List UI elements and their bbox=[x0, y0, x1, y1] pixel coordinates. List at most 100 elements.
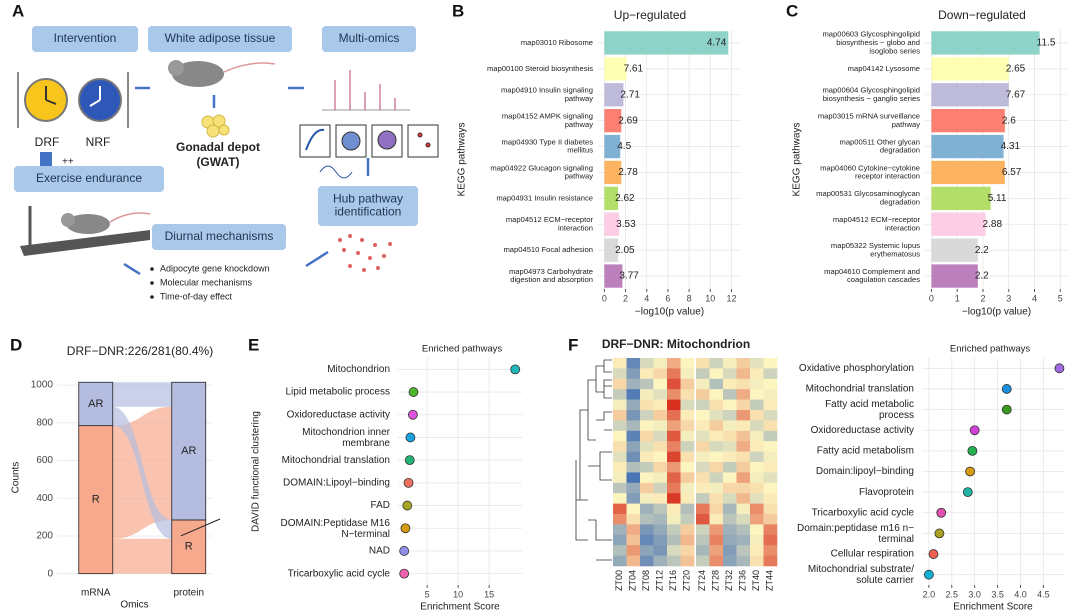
x-tick-label: 1 bbox=[955, 293, 960, 303]
heat-cell bbox=[640, 534, 654, 546]
heat-cell bbox=[680, 430, 695, 442]
box-label: White adipose tissue bbox=[165, 31, 276, 45]
text-line: biosynthesis − globo and bbox=[836, 38, 920, 47]
heat-cell bbox=[723, 430, 737, 442]
column-label: ZT08 bbox=[641, 570, 651, 591]
heat-cell bbox=[640, 493, 654, 504]
bar-number: 2.62 bbox=[615, 193, 635, 204]
heat-cell bbox=[667, 545, 681, 556]
box-label: Multi-omics bbox=[339, 31, 400, 45]
text-line: map04610 Complement and bbox=[824, 267, 920, 276]
heat-cell bbox=[626, 368, 641, 380]
heat-cell bbox=[613, 420, 627, 432]
heat-cell bbox=[736, 389, 751, 400]
panel-a-diagram: Intervention White adipose tissue Multi-… bbox=[14, 26, 439, 301]
heat-cell bbox=[667, 399, 681, 411]
chart-title: Up−regulated bbox=[614, 8, 686, 22]
heat-cell bbox=[736, 430, 751, 442]
text-line: membrane bbox=[342, 438, 390, 449]
heat-cell bbox=[653, 514, 668, 525]
x-tick-label: 12 bbox=[726, 293, 736, 303]
heat-cell bbox=[640, 441, 654, 452]
heat-cell bbox=[750, 545, 764, 556]
y-tick-label: map03015 mRNA surveillance pathway bbox=[818, 111, 920, 128]
heat-cell bbox=[763, 503, 778, 515]
heat-cell bbox=[750, 430, 764, 442]
heat-cell bbox=[640, 472, 654, 484]
box bbox=[322, 26, 416, 52]
text-line: map04922 Glucagon signaling bbox=[490, 163, 593, 172]
heat-cell bbox=[723, 451, 737, 463]
heat-cell bbox=[723, 503, 737, 515]
text-line: degradation bbox=[880, 146, 920, 155]
chart-title: Enriched pathways bbox=[950, 344, 1031, 355]
heat-cell bbox=[667, 420, 681, 432]
heat-cell bbox=[653, 389, 668, 400]
heat-cell bbox=[640, 399, 654, 411]
heat-cell bbox=[723, 472, 737, 484]
dot bbox=[1001, 404, 1012, 415]
heat-cell bbox=[763, 410, 778, 421]
text-line: pathway bbox=[892, 120, 920, 129]
bar bbox=[931, 57, 1009, 81]
bar bbox=[931, 264, 978, 288]
bar bbox=[604, 238, 619, 262]
y-tick-label: Fatty acid metabolic process bbox=[825, 399, 914, 421]
y-tick-label: map04922 Glucagon signaling pathway bbox=[490, 163, 593, 180]
column-label: ZT12 bbox=[655, 570, 665, 591]
chart-title: Down−regulated bbox=[938, 8, 1026, 22]
heat-cell bbox=[736, 441, 751, 452]
x-tick-label: 4 bbox=[644, 293, 649, 303]
label: NRF bbox=[86, 135, 111, 149]
heat-cell bbox=[723, 410, 737, 421]
heat-cell bbox=[613, 462, 627, 473]
heat-cell bbox=[613, 378, 627, 390]
heat-cell bbox=[750, 378, 764, 390]
heat-cell bbox=[750, 482, 764, 494]
stack-block bbox=[78, 425, 114, 575]
y-tick-label: Mitochondrial translation bbox=[806, 384, 914, 395]
heat-cell bbox=[709, 410, 724, 421]
heat-cell bbox=[653, 524, 668, 536]
heat-cell bbox=[667, 358, 681, 369]
stack-block bbox=[171, 381, 207, 521]
heat-cell bbox=[626, 358, 641, 369]
heat-cell bbox=[626, 534, 641, 546]
box bbox=[152, 224, 286, 250]
heat-cell bbox=[680, 358, 695, 369]
y-tick-label: Mitochondrion bbox=[327, 364, 390, 375]
box-label: Exercise endurance bbox=[36, 171, 142, 185]
y-tick-label: Lipid metabolic process bbox=[286, 387, 391, 398]
heat-cell bbox=[709, 389, 724, 400]
x-tick-label: 6 bbox=[665, 293, 670, 303]
y-tick-label: Oxidative phosphorylation bbox=[799, 363, 914, 374]
text-line: mellitus bbox=[567, 146, 593, 155]
heat-cell bbox=[696, 524, 710, 536]
heat-cell bbox=[613, 358, 627, 369]
dot bbox=[1054, 363, 1065, 374]
heat-cell bbox=[626, 514, 641, 525]
y-tick-label: map04060 Cytokine−cytokine receptor inter… bbox=[820, 163, 920, 180]
heat-cell bbox=[613, 430, 627, 442]
heat-cell bbox=[723, 493, 737, 504]
heat-cell bbox=[763, 368, 778, 380]
heat-cell bbox=[653, 503, 668, 515]
bullet-text: Time-of-day effect bbox=[160, 291, 233, 301]
heat-cell bbox=[613, 555, 627, 567]
heat-cell bbox=[763, 451, 778, 463]
text-line: N−terminal bbox=[341, 528, 390, 539]
dot bbox=[402, 500, 413, 511]
heat-cell bbox=[667, 493, 681, 504]
heat-cell bbox=[680, 534, 695, 546]
heat-cell bbox=[653, 441, 668, 452]
heat-cell bbox=[723, 368, 737, 380]
heat-cell bbox=[723, 441, 737, 452]
heat-cell bbox=[709, 399, 724, 411]
heat-cell bbox=[653, 555, 668, 567]
heat-cell bbox=[723, 399, 737, 411]
heat-cell bbox=[723, 514, 737, 525]
x-axis-label: Omics bbox=[120, 600, 148, 611]
heat-cell bbox=[696, 545, 710, 556]
y-tick-label: Mitochondrial translation bbox=[282, 455, 390, 466]
heat-cell bbox=[613, 545, 627, 556]
